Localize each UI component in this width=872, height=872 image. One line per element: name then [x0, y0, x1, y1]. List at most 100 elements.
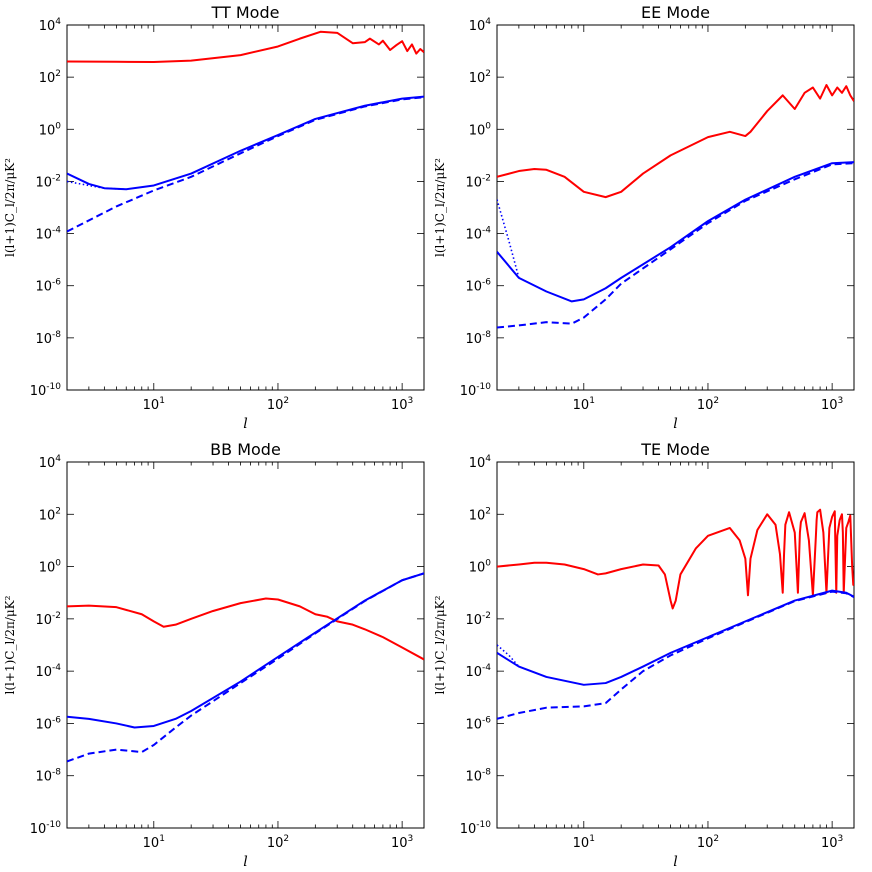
y-tick-label: 10-2	[465, 173, 491, 190]
x-tick-exp: 1	[589, 396, 595, 406]
chart-title: TE Mode	[640, 440, 710, 459]
x-tick-exp: 2	[713, 396, 719, 406]
series-line-lensed-dotted	[67, 180, 127, 191]
y-tick-exp: -8	[482, 768, 491, 778]
y-tick-base: 10	[35, 280, 52, 295]
x-tick-base: 10	[267, 836, 284, 851]
y-tick-exp: -10	[476, 382, 491, 392]
y-tick-base: 10	[35, 770, 52, 785]
y-tick-label: 102	[469, 69, 491, 86]
y-tick-label: 104	[469, 454, 492, 471]
y-tick-base: 10	[35, 665, 52, 680]
y-tick-exp: 2	[55, 69, 61, 79]
x-tick-base: 10	[573, 836, 590, 851]
x-tick-exp: 2	[283, 834, 289, 844]
y-tick-base: 10	[465, 280, 482, 295]
y-tick-exp: 2	[55, 506, 61, 516]
y-tick-base: 10	[465, 770, 482, 785]
y-axis-label: l(l+1)C_l/2π/μK²	[433, 158, 447, 257]
series-line-total	[67, 30, 424, 64]
y-tick-label: 10-2	[35, 173, 61, 190]
y-axis-label: l(l+1)C_l/2π/μK²	[3, 595, 17, 694]
y-tick-exp: -2	[482, 611, 491, 621]
y-tick-base: 10	[30, 384, 47, 399]
chart-title: BB Mode	[210, 440, 281, 459]
x-tick-base: 10	[821, 398, 838, 413]
series-line-lensed	[497, 161, 854, 303]
x-tick-base: 10	[143, 836, 160, 851]
y-tick-label: 10-6	[35, 715, 61, 732]
y-tick-exp: -4	[482, 663, 491, 673]
y-tick-base: 10	[35, 175, 52, 190]
chart-title: TT Mode	[211, 3, 280, 22]
y-tick-base: 10	[465, 175, 482, 190]
x-tick-base: 10	[391, 398, 408, 413]
y-tick-exp: -4	[482, 226, 491, 236]
y-tick-base: 10	[465, 228, 482, 243]
series-line-total	[497, 83, 854, 199]
y-axis-label: l(l+1)C_l/2π/μK²	[433, 595, 447, 694]
y-tick-label: 10-6	[465, 278, 491, 295]
x-tick-base: 10	[697, 836, 714, 851]
x-tick-base: 10	[697, 398, 714, 413]
y-tick-base: 10	[469, 508, 486, 523]
y-tick-base: 10	[39, 19, 56, 34]
y-tick-exp: -2	[52, 173, 61, 183]
y-tick-base: 10	[469, 19, 486, 34]
y-tick-exp: -2	[52, 611, 61, 621]
y-tick-exp: -10	[46, 382, 61, 392]
y-tick-exp: -6	[482, 715, 491, 725]
series-line-unlensed	[67, 96, 424, 233]
y-tick-label: 10-4	[35, 226, 61, 243]
series-line-unlensed	[497, 590, 854, 720]
x-tick-exp: 3	[408, 396, 414, 406]
x-tick-base: 10	[821, 836, 838, 851]
y-tick-base: 10	[35, 717, 52, 732]
y-tick-label: 10-8	[35, 330, 61, 347]
x-tick-base: 10	[143, 398, 160, 413]
y-tick-exp: 4	[485, 454, 491, 464]
y-tick-exp: 0	[485, 559, 491, 569]
y-tick-label: 10-4	[465, 663, 491, 680]
y-tick-exp: 0	[485, 121, 491, 131]
x-tick-label: 103	[391, 396, 413, 413]
y-tick-base: 10	[465, 665, 482, 680]
series-line-lensed-dotted	[497, 644, 520, 668]
y-tick-base: 10	[35, 332, 52, 347]
series-line-total	[497, 508, 854, 610]
y-tick-label: 104	[39, 454, 62, 471]
y-tick-label: 10-8	[35, 768, 61, 785]
y-tick-exp: -10	[476, 820, 491, 830]
y-tick-exp: 2	[485, 69, 491, 79]
y-tick-label: 10-4	[35, 663, 61, 680]
series-line-lensed-dotted	[497, 199, 520, 279]
series-line-unlensed	[497, 162, 854, 329]
y-tick-exp: 0	[55, 559, 61, 569]
y-tick-label: 10-10	[460, 382, 492, 399]
y-tick-label: 10-6	[465, 715, 491, 732]
y-tick-label: 10-10	[460, 820, 492, 837]
chart-title: EE Mode	[641, 3, 710, 22]
x-tick-label: 103	[821, 834, 843, 851]
x-tick-label: 101	[573, 834, 595, 851]
plot-frame	[496, 461, 855, 829]
y-tick-base: 10	[469, 71, 486, 86]
y-tick-exp: 0	[55, 121, 61, 131]
plot-frame	[66, 24, 425, 391]
y-tick-exp: -10	[46, 820, 61, 830]
y-tick-base: 10	[465, 332, 482, 347]
y-tick-label: 104	[469, 17, 492, 34]
y-tick-base: 10	[30, 822, 47, 837]
y-tick-label: 100	[469, 559, 492, 576]
y-tick-exp: -6	[482, 278, 491, 288]
x-tick-label: 101	[143, 396, 165, 413]
x-tick-label: 101	[573, 396, 595, 413]
y-tick-label: 102	[469, 506, 491, 523]
y-tick-exp: -4	[52, 663, 61, 673]
y-tick-exp: 4	[485, 17, 491, 27]
x-tick-exp: 3	[838, 396, 844, 406]
y-tick-base: 10	[465, 613, 482, 628]
y-tick-exp: -2	[482, 173, 491, 183]
